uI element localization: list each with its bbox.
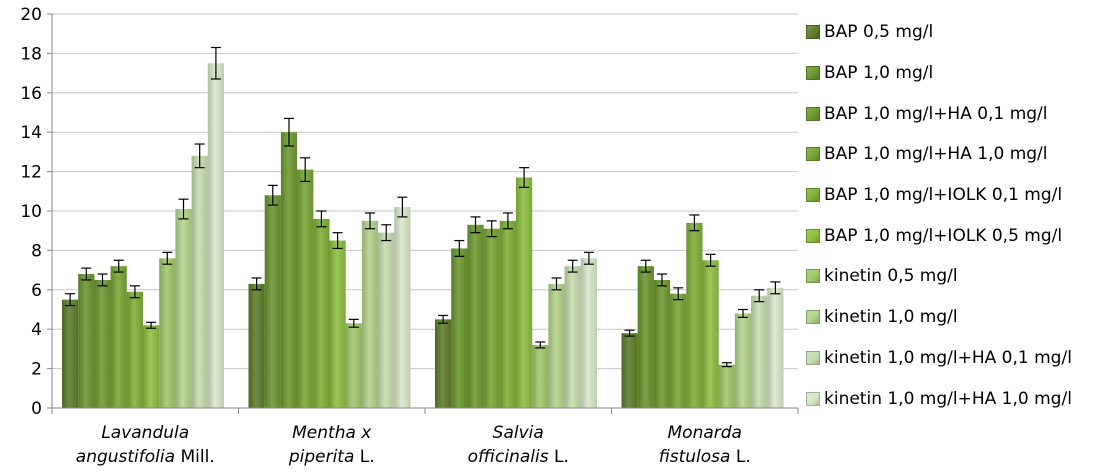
bar (378, 232, 395, 408)
legend-label: kinetin 1,0 mg/l+HA 0,1 mg/l (824, 347, 1072, 368)
bar (499, 220, 516, 408)
legend-item: kinetin 0,5 mg/l (806, 256, 1072, 297)
bar (734, 313, 752, 408)
bar (637, 266, 654, 408)
bar (207, 63, 224, 408)
bar (329, 240, 346, 408)
category-label-line2: piperita L. (288, 447, 375, 467)
bar (361, 220, 379, 408)
bar (110, 266, 127, 408)
y-tick-label: 20 (20, 5, 42, 25)
bar (548, 283, 565, 408)
y-tick-label: 4 (31, 320, 42, 340)
bar (345, 323, 362, 408)
bar (126, 291, 143, 408)
category-label-line1: Mentha x (292, 423, 372, 443)
legend-label: BAP 0,5 mg/l (824, 22, 934, 43)
bar (702, 260, 719, 408)
legend-swatch (806, 350, 820, 365)
legend-swatch (806, 391, 820, 406)
legend-label: BAP 1,0 mg/l+IOLK 0,5 mg/l (824, 225, 1063, 246)
legend-swatch (806, 269, 820, 284)
legend-swatch (806, 188, 820, 203)
category-label-line1: Lavandula (101, 423, 189, 443)
y-tick-label: 12 (20, 163, 42, 183)
category-label-line1: Salvia (493, 423, 544, 443)
y-tick-label: 14 (20, 123, 42, 143)
legend-swatch (806, 25, 820, 40)
legend-label: BAP 1,0 mg/l+IOLK 0,1 mg/l (824, 185, 1063, 206)
legend-label: BAP 1,0 mg/l (824, 63, 934, 84)
legend-item: kinetin 1,0 mg/l+HA 0,1 mg/l (806, 338, 1072, 379)
bar (751, 295, 768, 408)
bar (297, 169, 314, 408)
bar (532, 344, 549, 408)
legend-swatch (806, 66, 820, 81)
category-label-line2: fistulosa L. (659, 447, 751, 467)
bar (451, 248, 468, 408)
bar (78, 274, 95, 408)
bar (653, 279, 671, 408)
legend-item: kinetin 1,0 mg/l+HA 1,0 mg/l (806, 378, 1072, 419)
legend-item: BAP 1,0 mg/l+IOLK 0,5 mg/l (806, 215, 1072, 256)
legend-swatch (806, 106, 820, 121)
legend-item: BAP 1,0 mg/l+HA 0,1 mg/l (806, 93, 1072, 134)
y-tick-label: 6 (31, 281, 42, 301)
legend-label: kinetin 1,0 mg/l (824, 307, 958, 328)
bar (280, 132, 298, 408)
legend-label: BAP 1,0 mg/l+HA 0,1 mg/l (824, 103, 1048, 124)
legend-swatch (806, 310, 820, 325)
bar (686, 222, 703, 408)
bar (264, 195, 281, 408)
x-axis: Lavandula angustifolia Mill. Mentha x piper… (51, 407, 799, 467)
category-label-line2: angustifolia Mill. (76, 447, 215, 467)
legend-item: BAP 1,0 mg/l (806, 53, 1072, 94)
bar (394, 207, 411, 408)
bar (767, 287, 784, 408)
legend: BAP 0,5 mg/l BAP 1,0 mg/l BAP 1,0 mg/l+HA … (806, 12, 1072, 419)
y-tick-label: 16 (20, 84, 42, 104)
bars (62, 46, 784, 408)
legend-swatch (806, 147, 820, 162)
y-tick-label: 8 (31, 241, 42, 261)
bar (516, 177, 533, 408)
bar (670, 293, 687, 408)
legend-label: kinetin 1,0 mg/l+HA 1,0 mg/l (824, 388, 1072, 409)
y-axis: 0 2 4 6 8 10 12 14 16 18 20 (20, 5, 53, 419)
y-tick-label: 18 (20, 44, 42, 64)
bar (175, 209, 192, 408)
bar (718, 364, 735, 408)
legend-swatch (806, 228, 820, 243)
bar (62, 299, 79, 408)
y-tick-label: 2 (31, 360, 42, 380)
bar-chart: 0 2 4 6 8 10 12 14 16 18 20 Lavandula angustifolia … (20, 5, 799, 467)
y-tick-label: 10 (20, 202, 42, 222)
bar (564, 266, 581, 408)
bar (248, 283, 265, 408)
legend-label: kinetin 0,5 mg/l (824, 266, 958, 287)
legend-item: BAP 1,0 mg/l+IOLK 0,1 mg/l (806, 175, 1072, 216)
category-label-line1: Monarda (668, 423, 742, 443)
bar (483, 228, 500, 408)
bar (580, 258, 597, 408)
bar (467, 224, 484, 408)
category-label-line2: officinalis L. (468, 447, 569, 467)
legend-item: kinetin 1,0 mg/l (806, 297, 1072, 338)
bar (143, 325, 160, 408)
bar (621, 333, 638, 408)
bar (435, 319, 452, 408)
bar (191, 155, 208, 408)
bar (94, 279, 111, 408)
legend-item: BAP 1,0 mg/l+HA 1,0 mg/l (806, 134, 1072, 175)
bar (313, 218, 330, 408)
bar (159, 258, 176, 408)
legend-item: BAP 0,5 mg/l (806, 12, 1072, 53)
legend-label: BAP 1,0 mg/l+HA 1,0 mg/l (824, 144, 1048, 165)
y-tick-label: 0 (31, 399, 42, 419)
